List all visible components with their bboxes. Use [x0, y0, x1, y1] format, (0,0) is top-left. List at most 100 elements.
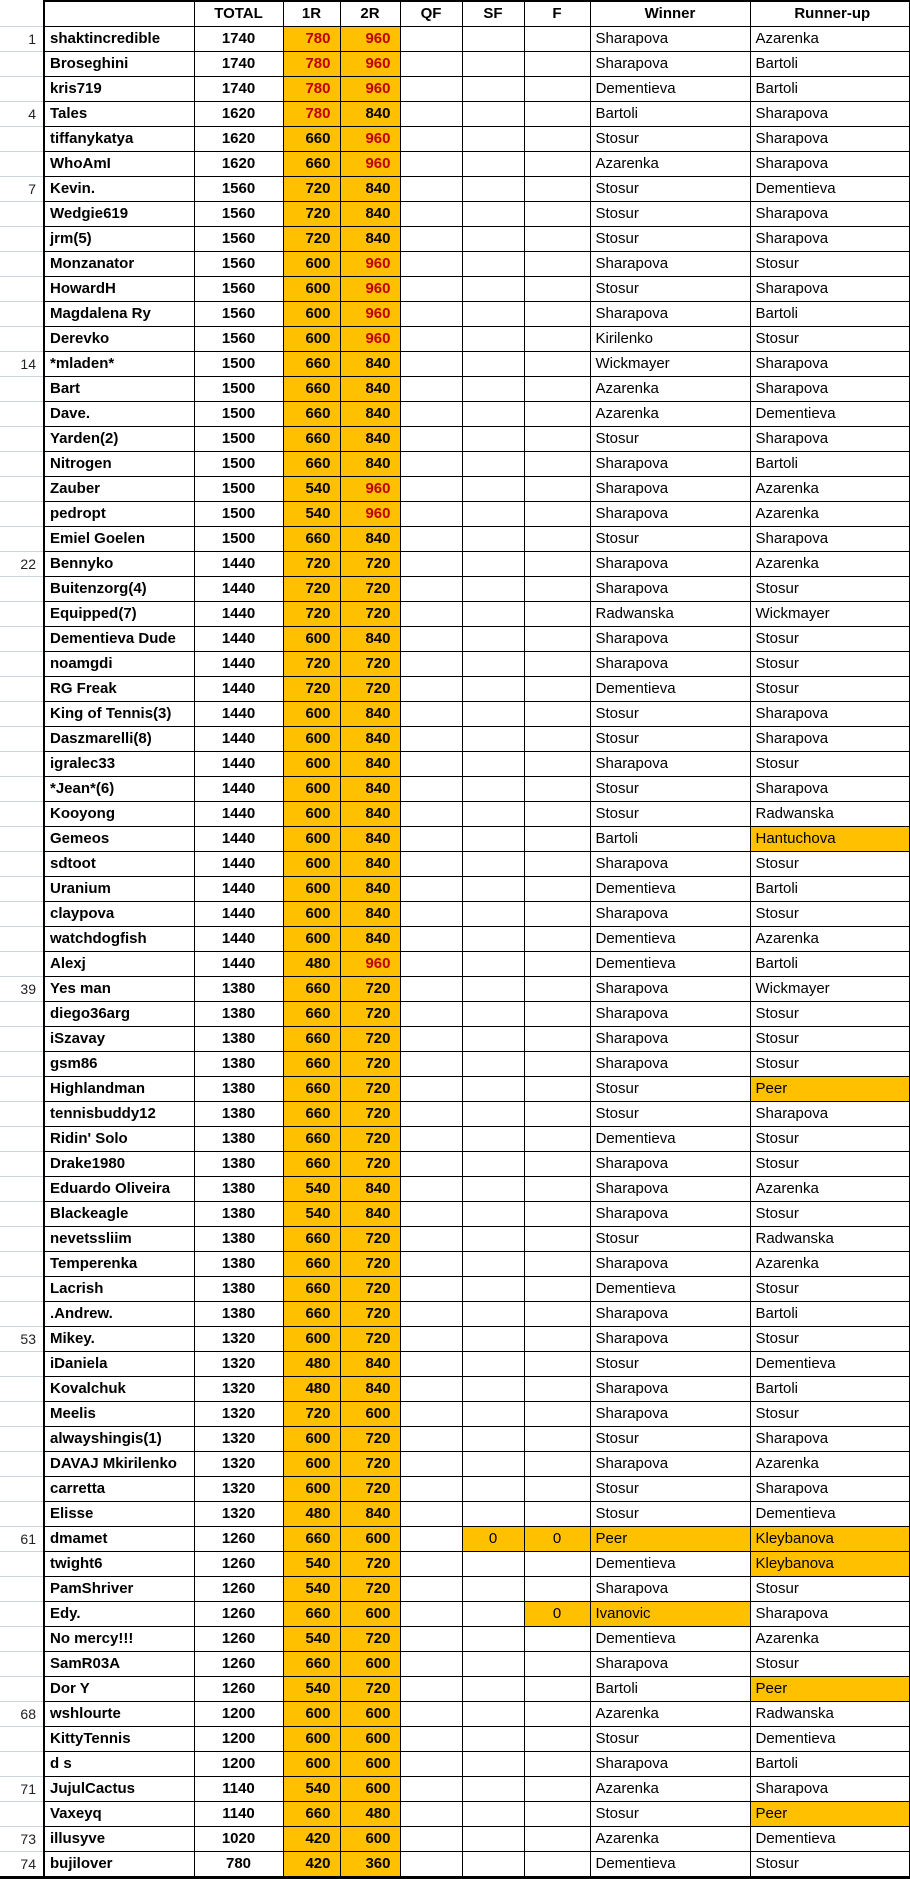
cell-winner[interactable]: Dementieva: [589, 1276, 751, 1302]
cell-1r[interactable]: 480: [282, 1351, 341, 1377]
cell-sf[interactable]: [461, 1676, 525, 1702]
cell-1r[interactable]: 660: [282, 126, 341, 152]
cell-qf[interactable]: [399, 601, 463, 627]
cell-runner-up[interactable]: Stosur: [749, 1126, 910, 1152]
cell-1r[interactable]: 420: [282, 1851, 341, 1879]
cell-sf[interactable]: [461, 701, 525, 727]
cell-1r[interactable]: 600: [282, 1426, 341, 1452]
cell-f[interactable]: 0: [523, 1526, 591, 1552]
cell-total[interactable]: 1500: [193, 526, 284, 552]
cell-1r[interactable]: 660: [282, 1076, 341, 1102]
cell-2r[interactable]: 840: [339, 1351, 401, 1377]
cell-1r[interactable]: 720: [282, 601, 341, 627]
cell-1r[interactable]: 660: [282, 1026, 341, 1052]
cell-sf[interactable]: [461, 276, 525, 302]
cell-player-name[interactable]: WhoAmI: [43, 151, 195, 177]
cell-qf[interactable]: [399, 501, 463, 527]
cell-total[interactable]: 1440: [193, 701, 284, 727]
cell-runner-up[interactable]: Azarenka: [749, 1251, 910, 1277]
cell-f[interactable]: [523, 751, 591, 777]
cell-sf[interactable]: [461, 1101, 525, 1127]
cell-total[interactable]: 1440: [193, 626, 284, 652]
cell-2r[interactable]: 960: [339, 251, 401, 277]
cell-1r[interactable]: 780: [282, 26, 341, 52]
cell-1r[interactable]: 600: [282, 901, 341, 927]
cell-2r[interactable]: 720: [339, 1276, 401, 1302]
cell-1r[interactable]: 600: [282, 326, 341, 352]
cell-1r[interactable]: 600: [282, 1476, 341, 1502]
cell-qf[interactable]: [399, 1201, 463, 1227]
cell-total[interactable]: 1440: [193, 751, 284, 777]
cell-player-name[interactable]: *Jean*(6): [43, 776, 195, 802]
cell-sf[interactable]: [461, 1051, 525, 1077]
cell-total[interactable]: 1500: [193, 501, 284, 527]
cell-2r[interactable]: 720: [339, 1251, 401, 1277]
cell-qf[interactable]: [399, 776, 463, 802]
cell-qf[interactable]: [399, 701, 463, 727]
cell-qf[interactable]: [399, 1651, 463, 1677]
cell-f[interactable]: [523, 826, 591, 852]
cell-1r[interactable]: 600: [282, 826, 341, 852]
cell-player-name[interactable]: Edy.: [43, 1601, 195, 1627]
cell-qf[interactable]: [399, 126, 463, 152]
cell-2r[interactable]: 600: [339, 1826, 401, 1852]
cell-2r[interactable]: 720: [339, 1301, 401, 1327]
cell-sf[interactable]: [461, 51, 525, 77]
cell-2r[interactable]: 720: [339, 576, 401, 602]
cell-runner-up[interactable]: Stosur: [749, 751, 910, 777]
cell-sf[interactable]: [461, 1701, 525, 1727]
cell-sf[interactable]: 0: [461, 1526, 525, 1552]
cell-total[interactable]: 1440: [193, 801, 284, 827]
cell-2r[interactable]: 720: [339, 1326, 401, 1352]
cell-1r[interactable]: 720: [282, 676, 341, 702]
cell-1r[interactable]: 600: [282, 1451, 341, 1477]
header-f[interactable]: F: [523, 0, 591, 27]
cell-2r[interactable]: 960: [339, 501, 401, 527]
cell-player-name[interactable]: Buitenzorg(4): [43, 576, 195, 602]
cell-f[interactable]: [523, 1701, 591, 1727]
cell-winner[interactable]: Sharapova: [589, 751, 751, 777]
cell-2r[interactable]: 840: [339, 376, 401, 402]
header-runner-up[interactable]: Runner-up: [749, 0, 910, 27]
cell-1r[interactable]: 660: [282, 151, 341, 177]
cell-winner[interactable]: Sharapova: [589, 551, 751, 577]
cell-2r[interactable]: 600: [339, 1526, 401, 1552]
cell-f[interactable]: [523, 1026, 591, 1052]
cell-f[interactable]: [523, 876, 591, 902]
cell-winner[interactable]: Stosur: [589, 276, 751, 302]
cell-total[interactable]: 1560: [193, 201, 284, 227]
cell-runner-up[interactable]: Sharapova: [749, 526, 910, 552]
cell-player-name[interactable]: HowardH: [43, 276, 195, 302]
cell-player-name[interactable]: Meelis: [43, 1401, 195, 1427]
cell-runner-up[interactable]: Stosur: [749, 1651, 910, 1677]
cell-2r[interactable]: 840: [339, 101, 401, 127]
cell-player-name[interactable]: alwayshingis(1): [43, 1426, 195, 1452]
cell-total[interactable]: 1440: [193, 601, 284, 627]
cell-f[interactable]: [523, 1826, 591, 1852]
cell-player-name[interactable]: .Andrew.: [43, 1301, 195, 1327]
cell-player-name[interactable]: Yes man: [43, 976, 195, 1002]
cell-player-name[interactable]: Alexj: [43, 951, 195, 977]
cell-2r[interactable]: 840: [339, 776, 401, 802]
cell-qf[interactable]: [399, 451, 463, 477]
cell-f[interactable]: [523, 801, 591, 827]
cell-sf[interactable]: [461, 26, 525, 52]
cell-qf[interactable]: [399, 1801, 463, 1827]
cell-f[interactable]: [523, 551, 591, 577]
cell-runner-up[interactable]: Bartoli: [749, 76, 910, 102]
cell-player-name[interactable]: Dave.: [43, 401, 195, 427]
cell-player-name[interactable]: noamgdi: [43, 651, 195, 677]
cell-player-name[interactable]: KittyTennis: [43, 1726, 195, 1752]
cell-winner[interactable]: Stosur: [589, 526, 751, 552]
cell-runner-up[interactable]: Dementieva: [749, 1501, 910, 1527]
cell-qf[interactable]: [399, 1676, 463, 1702]
cell-f[interactable]: [523, 401, 591, 427]
cell-player-name[interactable]: SamR03A: [43, 1651, 195, 1677]
cell-2r[interactable]: 600: [339, 1651, 401, 1677]
header-2r[interactable]: 2R: [339, 0, 401, 27]
cell-f[interactable]: [523, 1001, 591, 1027]
cell-f[interactable]: [523, 451, 591, 477]
cell-player-name[interactable]: d s: [43, 1751, 195, 1777]
cell-f[interactable]: [523, 1376, 591, 1402]
cell-qf[interactable]: [399, 751, 463, 777]
